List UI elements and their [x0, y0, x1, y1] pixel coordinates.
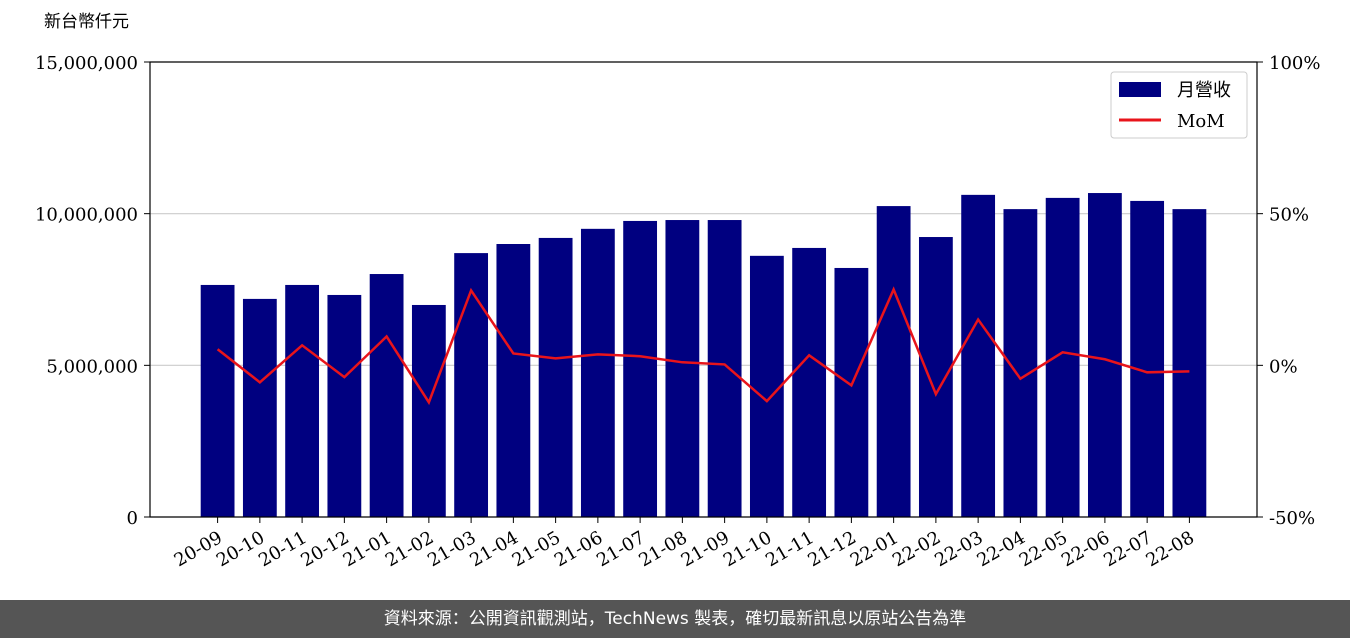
bar [200, 284, 235, 517]
bar [665, 220, 700, 517]
bar [242, 298, 277, 517]
bar [1130, 200, 1165, 517]
bar [1045, 197, 1080, 518]
bar [623, 220, 658, 518]
y-tick-label: 5,000,000 [46, 356, 138, 377]
y-tick-label: 15,000,000 [35, 53, 138, 74]
plot-frame [149, 61, 1258, 518]
y2-tick-label: 0% [1269, 356, 1298, 377]
y2-tick-label: 50% [1269, 205, 1309, 226]
bar [707, 220, 742, 517]
bar [876, 206, 911, 518]
bar [369, 274, 404, 517]
y2-tick-label: -50% [1269, 508, 1315, 529]
bar [580, 228, 615, 518]
y2-tick-label: 100% [1269, 53, 1320, 74]
footer: 資料來源：公開資訊觀測站，TechNews 製表，確切最新訊息以原站公告為準 [0, 600, 1350, 638]
bar [454, 253, 489, 517]
bar [1087, 193, 1122, 518]
y-tick-label: 0 [127, 508, 138, 529]
legend-label: MoM [1177, 111, 1225, 132]
bar [749, 255, 784, 517]
line [216, 286, 1190, 406]
bar [327, 294, 362, 517]
legend-swatch [1119, 82, 1161, 97]
bar [834, 267, 869, 517]
x-tick-label: 22-08 [1142, 527, 1197, 571]
bar [538, 237, 573, 517]
bar [792, 247, 827, 517]
y-tick-label: 10,000,000 [35, 205, 138, 226]
bar [496, 244, 531, 517]
bar [918, 237, 953, 518]
y-axis-label: 新台幣仟元 [44, 12, 129, 32]
bar [961, 194, 996, 518]
bar [285, 284, 320, 517]
bar [1172, 209, 1207, 517]
legend-label: 月營收 [1177, 80, 1231, 101]
chart: 新台幣仟元 0 5,000,000 10,000,000 15,000,000 -50%… [35, 12, 1321, 571]
bar [411, 304, 446, 517]
